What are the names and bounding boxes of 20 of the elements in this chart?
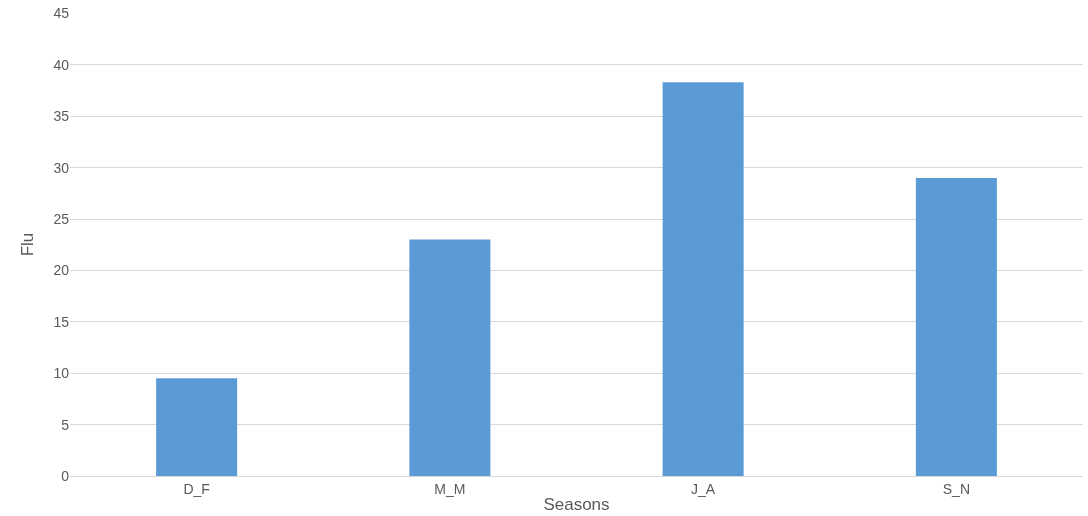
y-tick-label: 45 [53, 5, 70, 22]
bar [156, 378, 238, 476]
x-tick-label: J_A [691, 480, 716, 497]
x-tick-label: S_N [942, 480, 970, 497]
y-tick-label: 25 [53, 210, 70, 227]
y-tick-label: 20 [53, 262, 70, 279]
bar [662, 82, 744, 476]
y-tick-label: 0 [61, 467, 70, 484]
y-tick-label: 30 [53, 159, 70, 176]
x-axis-title: Seasons [543, 495, 610, 515]
x-tick-label: M_M [434, 480, 466, 497]
y-tick-label: 5 [61, 416, 70, 433]
y-tick-label: 15 [53, 313, 70, 330]
bar [915, 177, 997, 476]
y-tick-label: 40 [53, 56, 70, 73]
y-tick-label: 10 [53, 365, 70, 382]
bar [409, 239, 491, 476]
x-tick-label: D_F [183, 480, 210, 497]
y-tick-label: 35 [53, 108, 70, 125]
y-axis-title: Flu [17, 232, 37, 257]
